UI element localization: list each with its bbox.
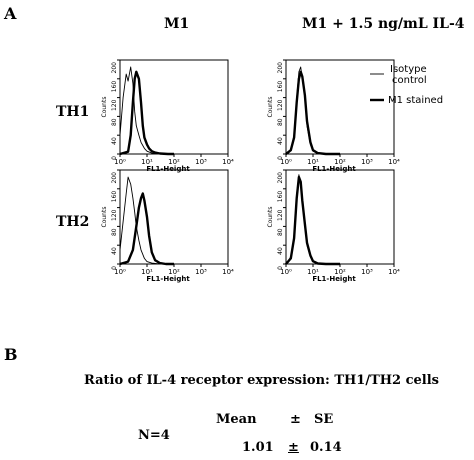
se-header: SE [314,412,334,427]
mean-value: 1.01 [242,440,274,455]
y-tick-label: 40 [277,137,284,145]
y-tick-label: 80 [277,118,284,126]
legend-isotype-label-1: Isotype [390,64,427,75]
row-header-th1: TH1 [56,104,90,120]
legend-stained-label: M1 stained [388,95,443,106]
y-tick-label: 120 [277,99,284,111]
y-tick-label: 40 [277,247,284,255]
stained-line-th2-m1 [119,192,174,266]
x-tick-label: 10⁰ [114,268,126,276]
x-tick-label: 10³ [195,268,207,276]
pm-value: ± [288,440,299,455]
isotype-line-th2-m1-il4 [285,174,340,265]
row-header-th2: TH2 [56,214,90,230]
y-tick-label: 0 [277,156,284,160]
x-tick-label: 10² [168,268,180,276]
y-tick-label: 200 [111,172,118,184]
panel-b-letter: B [4,345,18,364]
x-tick-label: 10¹ [141,268,153,276]
x-axis-label: FL1-Height [312,275,356,283]
histogram-grid: 0 40 80 120 160 200 10⁰ 10¹ 10² 10³ 10⁴ FL1-Height C… [101,59,443,283]
x-tick-label: 10¹ [141,158,153,166]
stained-line-th1-m1 [119,70,174,156]
y-tick-label: 40 [111,247,118,255]
stained-line-th1-m1-il4 [285,70,340,156]
isotype-line-th1-m1 [119,66,174,155]
y-tick-label: 120 [111,209,118,221]
x-tick-label: 10³ [195,158,207,166]
x-tick-label: 10¹ [307,268,319,276]
x-tick-label: 10⁴ [222,268,234,276]
column-header-m1-il4: M1 + 1.5 ng/mL IL-4 [302,16,465,32]
panel-b-title: Ratio of IL-4 receptor expression: TH1/T… [84,373,440,388]
y-tick-label: 160 [277,191,284,203]
y-tick-label: 80 [111,118,118,126]
x-axis-label: FL1-Height [312,165,356,173]
x-tick-label: 10³ [361,158,373,166]
n-label: N=4 [138,428,170,443]
y-tick-label: 120 [277,209,284,221]
column-header-m1: M1 [164,16,190,32]
y-tick-label: 0 [277,266,284,270]
legend-isotype-label-2: control [392,75,427,86]
y-axis-label: Counts [101,207,108,228]
mean-header: Mean [216,412,257,427]
y-axis-label: Counts [267,97,274,118]
y-tick-label: 200 [111,62,118,74]
x-tick-label: 10⁰ [280,158,292,166]
x-tick-label: 10¹ [307,158,319,166]
y-tick-label: 80 [277,228,284,236]
x-tick-label: 10⁴ [388,158,400,166]
x-tick-label: 10⁰ [280,268,292,276]
x-axis-label: FL1-Height [146,275,190,283]
x-tick-label: 10² [168,158,180,166]
panel-a-letter: A [4,4,17,23]
y-tick-label: 80 [111,228,118,236]
y-axis-label: Counts [267,207,274,228]
y-tick-label: 160 [111,81,118,93]
y-tick-label: 0 [111,156,118,160]
x-tick-label: 10⁴ [222,158,234,166]
y-tick-label: 0 [111,266,118,270]
y-axis-label: Counts [101,97,108,118]
pm-header: ± [290,412,301,427]
y-tick-label: 120 [111,99,118,111]
se-value: 0.14 [310,440,342,455]
stained-line-th2-m1-il4 [285,175,340,266]
x-tick-label: 10² [334,268,346,276]
y-tick-label: 160 [111,191,118,203]
x-axis-label: FL1-Height [146,165,190,173]
plot-frame-th2-m1-il4 [285,169,395,265]
x-tick-label: 10² [334,158,346,166]
y-tick-label: 40 [111,137,118,145]
y-tick-label: 160 [277,81,284,93]
x-tick-label: 10⁴ [388,268,400,276]
y-tick-label: 200 [277,172,284,184]
x-tick-label: 10⁰ [114,158,126,166]
y-tick-label: 200 [277,62,284,74]
x-tick-label: 10³ [361,268,373,276]
plot-frame-th2-m1 [119,169,229,265]
